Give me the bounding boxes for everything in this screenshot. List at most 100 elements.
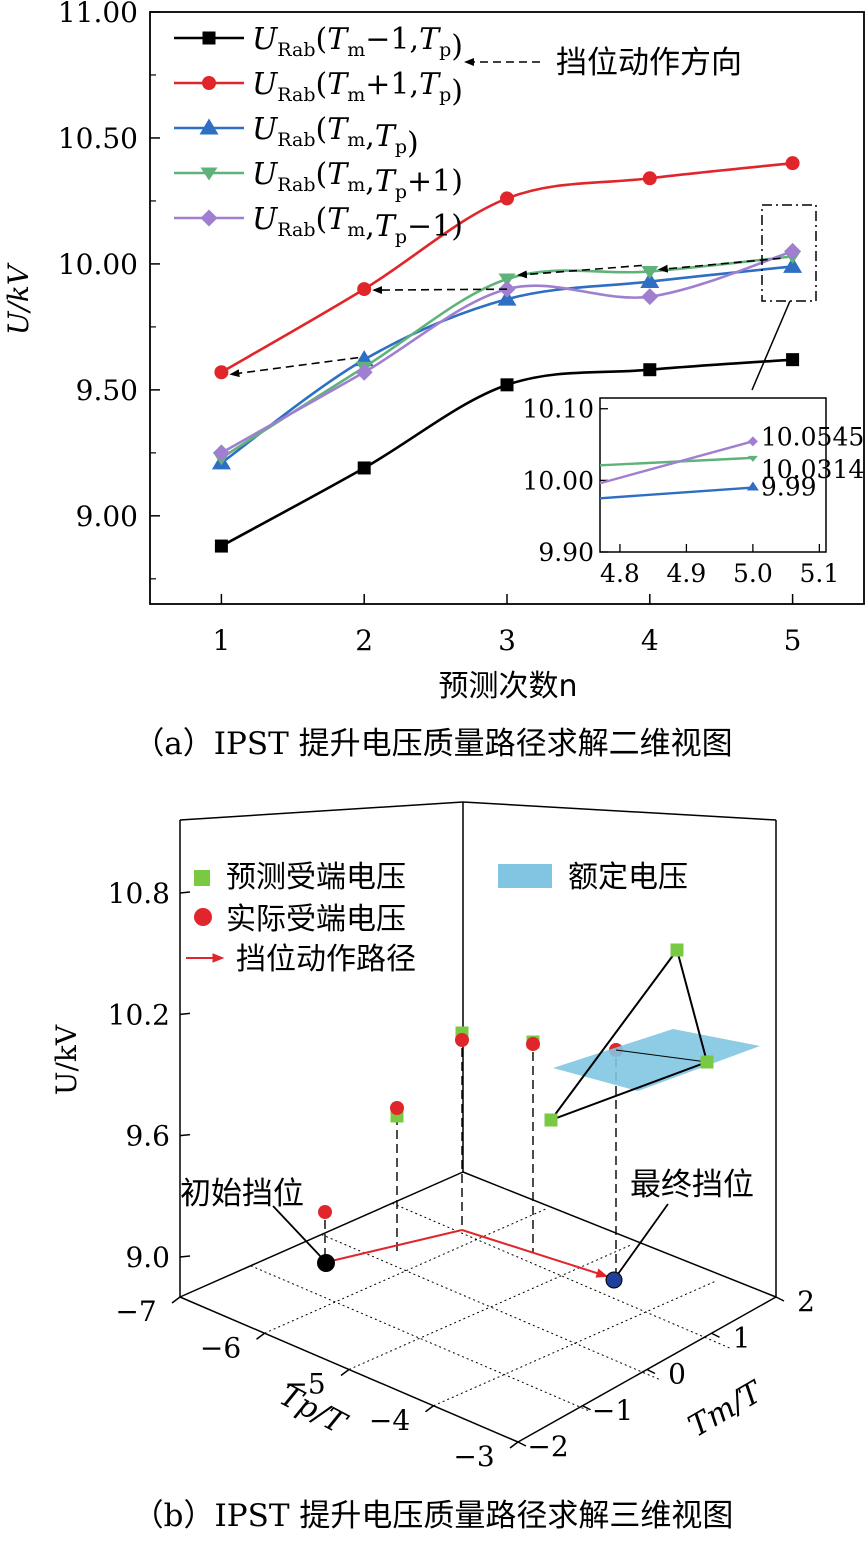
x-tick-b <box>171 1296 181 1304</box>
series-3-point <box>498 273 516 287</box>
z-axis-label: U/kV <box>50 1024 83 1095</box>
inset-line-1 <box>599 440 754 485</box>
inset-marker <box>747 455 758 462</box>
triangle-predicted-point <box>700 1055 714 1069</box>
floor-grid-line <box>250 1265 589 1412</box>
series-1-point <box>214 365 229 380</box>
legend-rated-label: 额定电压 <box>568 860 688 895</box>
series-4-point <box>355 363 373 381</box>
x-tick-label-a: 5 <box>784 624 802 657</box>
actual-voltage-point <box>455 1033 469 1047</box>
z-tick-label: 10.2 <box>108 998 170 1031</box>
triangle-predicted-point <box>544 1113 558 1127</box>
legend-label-1: URab(Tm+1,Tp) <box>252 67 463 109</box>
series-2-point <box>497 289 517 306</box>
series-3-point <box>641 265 659 279</box>
series-4-point <box>784 242 802 260</box>
direction-arrow-2 <box>517 264 642 279</box>
y-tick-label-b: −1 <box>592 1394 633 1427</box>
inset-value-label: 10.0314 <box>761 455 864 484</box>
legend-label-4: URab(Tm,Tp−1) <box>252 202 463 248</box>
floor-grid-line <box>264 1207 548 1334</box>
inset-frame <box>599 397 827 553</box>
path-segment-1 <box>326 1229 463 1263</box>
direction-arrow-0 <box>229 356 359 378</box>
series-1-point <box>642 171 657 186</box>
y-tick-label-b: 2 <box>797 1285 815 1318</box>
y-axis-label-b: Tm/T <box>682 1374 769 1445</box>
end-label: 最终挡位 <box>630 1167 754 1203</box>
series-1-point <box>357 282 372 297</box>
legend-marker-3 <box>200 167 218 181</box>
x-tick-b <box>509 1441 519 1449</box>
zoom-leader <box>751 300 791 391</box>
y-tick-b <box>775 1296 785 1302</box>
legend-label-0: URab(Tm−1,Tp) <box>252 22 463 64</box>
caption-a: （a）IPST 提升电压质量路径求解二维视图 <box>133 726 733 762</box>
actual-voltage-point <box>318 1205 332 1219</box>
inset-y-tick-label: 10.00 <box>522 466 594 495</box>
rated-voltage-plane <box>553 1029 760 1091</box>
chart-a: 9.00 9.50 10.00 10.50 11.00 1 2 3 4 5 U/kV 预测次数n… <box>2 0 865 704</box>
z-tick <box>179 1133 191 1137</box>
series-0-point <box>214 539 228 553</box>
z-tick <box>179 1255 191 1258</box>
x-tick-b <box>256 1332 265 1340</box>
inset-x-tick-label: 4.8 <box>600 559 640 588</box>
path-segment-2 <box>461 1229 609 1278</box>
legend-marker-0 <box>202 31 216 45</box>
x-tick-label-b: −4 <box>369 1404 410 1437</box>
x-tick-b <box>340 1368 350 1377</box>
x-tick-label-a: 2 <box>355 624 373 657</box>
legend-path-label: 挡位动作路径 <box>236 942 416 977</box>
inset-x-tick-label: 5.1 <box>799 559 839 588</box>
series-4-point <box>212 444 230 462</box>
zoom-region <box>761 204 817 302</box>
start-position-marker <box>317 1254 335 1272</box>
z-tick <box>179 1012 191 1016</box>
z-tick-label: 10.8 <box>108 877 170 910</box>
y-tick-label-b: 1 <box>733 1321 751 1354</box>
inset-marker <box>747 436 758 447</box>
inset-y-tick-label: 10.10 <box>522 395 594 424</box>
y-tick-label-a: 9.50 <box>76 374 138 407</box>
inset-x-tick-label: 4.9 <box>667 559 707 588</box>
floor-grid-line <box>392 1202 731 1349</box>
y-tick-label-a: 10.50 <box>58 122 138 155</box>
inset-line-2 <box>599 486 753 500</box>
direction-arrow-3 <box>657 257 781 273</box>
inset-value-label: 9.99 <box>761 473 817 502</box>
direction-arrow-1 <box>372 286 508 295</box>
series-0-point <box>643 363 657 377</box>
inset-value-label: 10.0545 <box>761 422 864 451</box>
y-tick-label-a: 9.00 <box>76 500 138 533</box>
legend-actual-label: 实际受端电压 <box>226 902 406 937</box>
end-position-marker <box>605 1271 623 1289</box>
legend-predicted-marker <box>194 870 210 886</box>
x-tick-label-a: 3 <box>498 624 516 657</box>
series-0-point <box>357 461 371 475</box>
y-axis-label-a: U/kV <box>2 262 35 335</box>
triangle-hidden-edge <box>615 1049 708 1063</box>
series-2-point <box>783 256 803 273</box>
start-leader <box>272 1205 323 1259</box>
y-tick-b <box>517 1441 527 1447</box>
z-tick <box>179 891 191 894</box>
inset-chart: 9.90 10.00 10.10 4.8 4.9 5.0 5.1 10.0545 10.0314… <box>522 395 864 588</box>
legend-marker-2 <box>199 118 219 135</box>
start-label: 初始挡位 <box>180 1176 304 1212</box>
y-tick-label-a: 11.00 <box>58 0 138 29</box>
legend-actual-marker <box>194 908 212 926</box>
series-1-point <box>785 156 800 171</box>
series-4-point <box>641 288 659 306</box>
z-tick-label: 9.6 <box>125 1120 170 1153</box>
inset-y-tick-label: 9.90 <box>538 538 594 567</box>
triangle-predicted-point <box>670 943 684 957</box>
y-tick-b <box>582 1405 591 1411</box>
axes-box-3d <box>179 801 777 1443</box>
y-tick-b <box>646 1368 656 1375</box>
series-1-point <box>500 191 514 206</box>
x-tick-b <box>425 1405 434 1413</box>
x-tick-label-b: −3 <box>453 1440 494 1473</box>
